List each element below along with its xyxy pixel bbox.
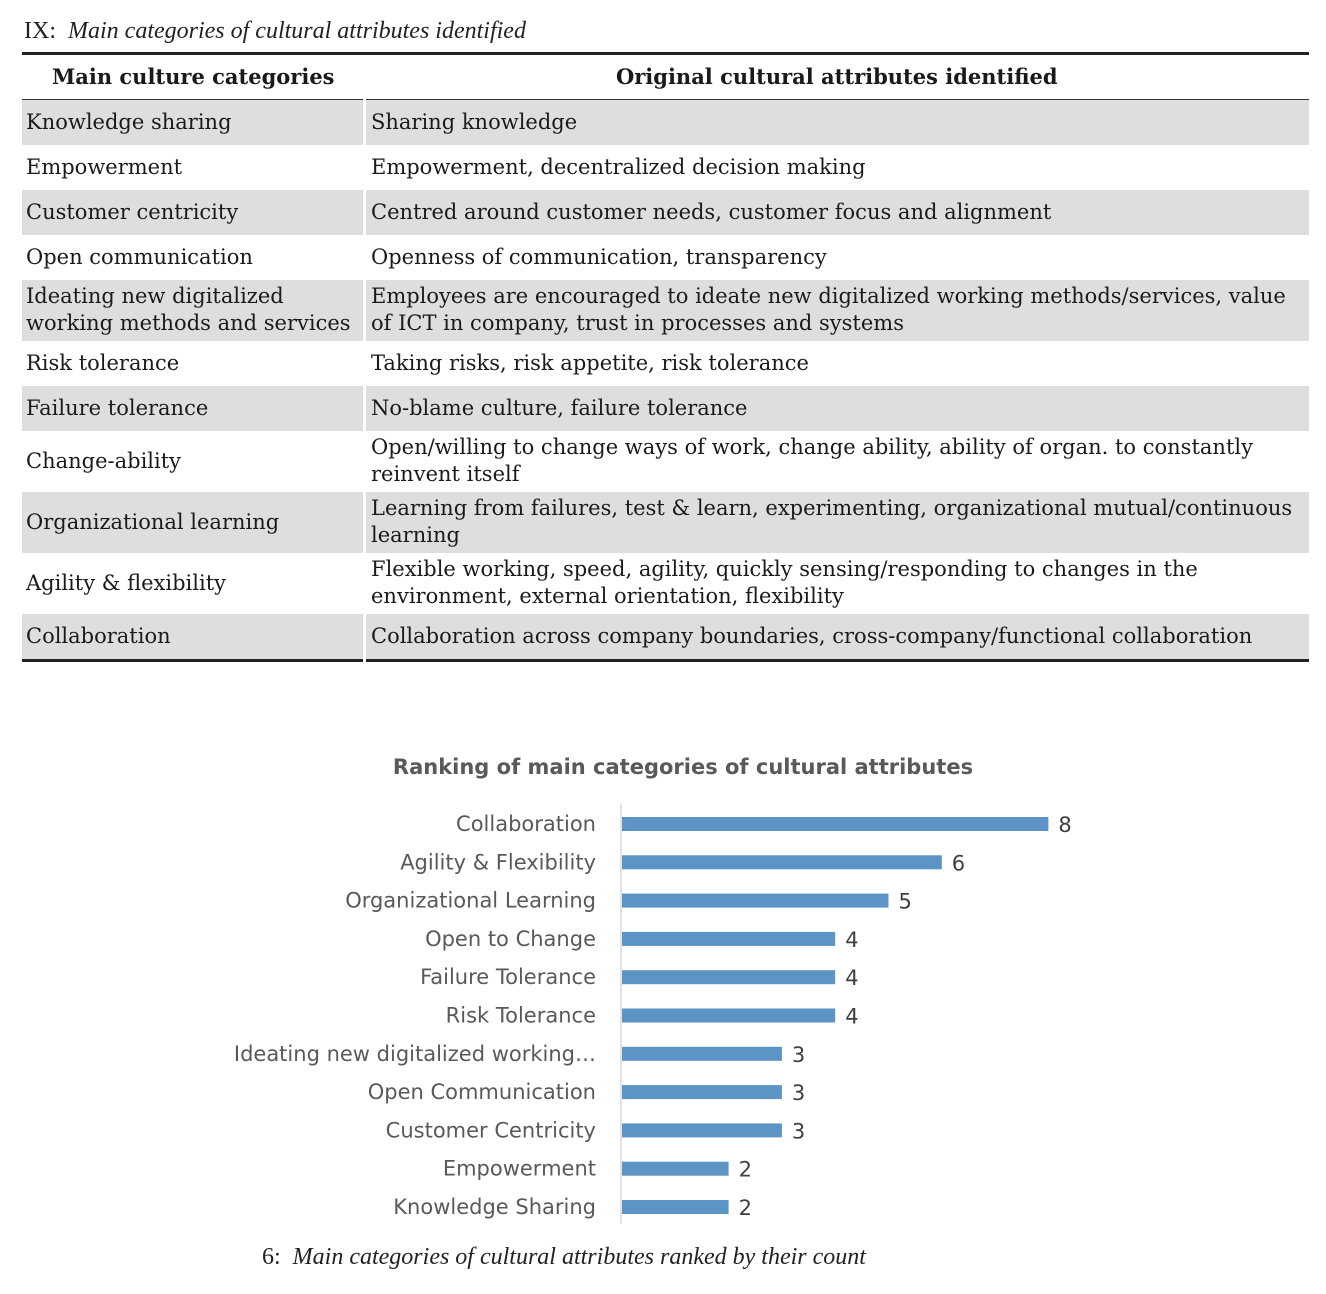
attributes-cell: Open/willing to change ways of work, cha… [371, 435, 1253, 486]
category-cell: Ideating new digitalized working methods… [22, 280, 366, 341]
bar [622, 1008, 836, 1023]
bar [622, 817, 1049, 831]
bar-value-label: 3 [792, 1081, 805, 1105]
bar [622, 1123, 782, 1138]
category-cell: Agility & flexibility [22, 553, 366, 614]
attributes-cell: Openness of communication, transparency [371, 245, 827, 269]
bar [622, 1200, 729, 1214]
table-caption-text: Main categories of cultural attributes i… [68, 18, 526, 44]
table-header-row: Main culture categories Original cultura… [22, 53, 1309, 100]
table-row: Knowledge sharing Sharing knowledge [22, 99, 1309, 145]
category-tick-label: Ideating new digitalized working… [234, 1042, 596, 1066]
bar-value-label: 8 [1058, 813, 1071, 837]
attributes-cell: Taking risks, risk appetite, risk tolera… [371, 351, 809, 375]
attributes-cell: Sharing knowledge [364, 99, 1309, 145]
bar [622, 1085, 782, 1100]
bar [622, 970, 836, 985]
table-caption-number: IX: [24, 18, 56, 44]
category-tick-label: Risk Tolerance [446, 1004, 596, 1028]
category-cell: Collaboration [22, 614, 366, 661]
table-body: Knowledge sharing Sharing knowledge Empo… [22, 99, 1309, 661]
attributes-cell: Flexible working, speed, agility, quickl… [371, 557, 1198, 608]
bar-value-label: 2 [739, 1196, 752, 1220]
category-cell: Open communication [22, 235, 366, 280]
table-row: Risk tolerance Taking risks, risk appeti… [22, 341, 1309, 386]
category-cell: Knowledge sharing [22, 99, 366, 145]
header-main-categories: Main culture categories [22, 53, 365, 100]
bar [622, 893, 889, 908]
category-cell: Change-ability [22, 431, 366, 492]
category-cell: Failure tolerance [22, 386, 366, 431]
category-tick-label: Open to Change [425, 927, 596, 951]
figure-caption: 6: Main categories of cultural attribute… [262, 1244, 866, 1271]
bar-value-label: 3 [792, 1119, 805, 1143]
table-row: Open communication Openness of communica… [22, 235, 1309, 280]
table-caption: IX: Main categories of cultural attribut… [24, 18, 526, 45]
category-tick-label: Agility & Flexibility [400, 850, 596, 874]
category-cell: Empowerment [22, 145, 366, 190]
table-row: Empowerment Empowerment, decentralized d… [22, 145, 1309, 190]
category-cell: Organizational learning [22, 492, 366, 553]
attributes-cell: No-blame culture, failure tolerance [364, 386, 1309, 431]
chart-marks: Collaboration 8 Agility & Flexibility 6 Orga… [234, 812, 1072, 1220]
table-row: Failure tolerance No-blame culture, fail… [22, 386, 1309, 431]
attributes-cell: Empowerment, decentralized decision maki… [371, 155, 866, 179]
attributes-cell: Collaboration across company boundaries,… [364, 614, 1309, 661]
bar-value-label: 4 [845, 966, 858, 990]
table-row: Organizational learning Learning from fa… [22, 492, 1309, 553]
attributes-cell: Learning from failures, test & learn, ex… [364, 492, 1309, 553]
attributes-cell: Centred around customer needs, customer … [364, 190, 1309, 235]
attributes-cell: Employees are encouraged to ideate new d… [364, 280, 1309, 341]
culture-categories-table: Main culture categories Original cultura… [22, 52, 1309, 662]
table-row: Collaboration Collaboration across compa… [22, 614, 1309, 661]
bar-value-label: 4 [845, 928, 858, 952]
ranking-bar-chart: Ranking of main categories of cultural a… [234, 755, 1072, 1224]
bar [622, 1046, 782, 1061]
category-cell: Risk tolerance [22, 341, 366, 386]
category-tick-label: Collaboration [456, 812, 596, 836]
bar-value-label: 3 [792, 1043, 805, 1067]
bar [622, 855, 942, 870]
category-tick-label: Failure Tolerance [420, 965, 596, 989]
chart-title: Ranking of main categories of cultural a… [393, 755, 973, 779]
bar [622, 1161, 729, 1176]
bar-value-label: 5 [899, 890, 912, 914]
header-original-attributes: Original cultural attributes identified [364, 53, 1309, 100]
category-tick-label: Knowledge Sharing [393, 1195, 596, 1219]
table-row: Change-ability Open/willing to change wa… [22, 431, 1309, 492]
category-tick-label: Organizational Learning [345, 889, 596, 913]
bar-value-label: 2 [739, 1158, 752, 1182]
figure-caption-number: 6: [262, 1244, 281, 1270]
table-row: Agility & flexibility Flexible working, … [22, 553, 1309, 614]
category-tick-label: Empowerment [443, 1157, 596, 1181]
category-cell: Customer centricity [22, 190, 366, 235]
category-tick-label: Customer Centricity [386, 1118, 596, 1142]
table-row: Customer centricity Centred around custo… [22, 190, 1309, 235]
table-row: Ideating new digitalized working methods… [22, 280, 1309, 341]
category-tick-label: Open Communication [368, 1080, 596, 1104]
bar-value-label: 6 [952, 851, 965, 875]
bar [622, 931, 836, 946]
figure-caption-text: Main categories of cultural attributes r… [292, 1244, 866, 1270]
bar-value-label: 4 [845, 1005, 858, 1029]
